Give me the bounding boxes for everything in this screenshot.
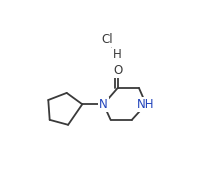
Text: N: N	[99, 98, 108, 111]
Text: Cl: Cl	[101, 33, 113, 46]
Text: O: O	[113, 64, 122, 77]
Text: H: H	[113, 48, 122, 61]
Text: NH: NH	[137, 98, 155, 111]
